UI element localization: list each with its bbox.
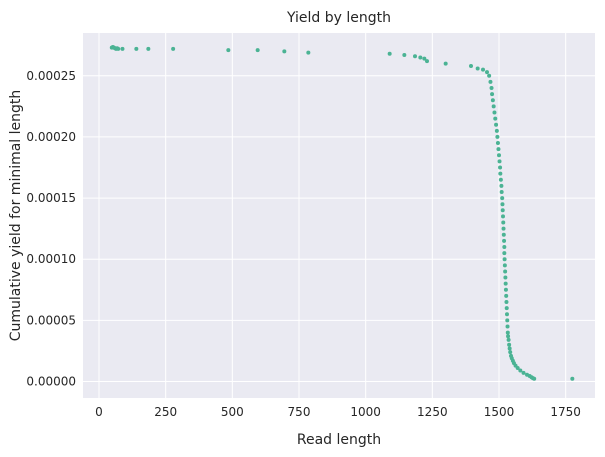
data-point <box>481 67 485 72</box>
data-point <box>515 366 520 371</box>
data-point <box>282 49 287 54</box>
data-point <box>504 300 509 305</box>
data-point <box>491 104 496 109</box>
data-point <box>475 66 480 71</box>
data-point <box>500 208 505 213</box>
data-point <box>504 306 509 311</box>
data-point <box>494 122 499 127</box>
grid <box>83 33 595 398</box>
data-point <box>497 153 501 158</box>
data-point <box>498 177 503 182</box>
data-point <box>495 141 500 146</box>
data-point <box>495 134 500 139</box>
data-point <box>469 64 473 69</box>
data-point <box>502 244 507 249</box>
data-point <box>402 53 407 58</box>
data-point <box>507 346 512 351</box>
data-point <box>493 116 498 121</box>
data-point <box>503 287 508 292</box>
data-point <box>500 196 505 201</box>
data-point <box>226 48 231 53</box>
data-point <box>501 232 506 237</box>
data-point <box>387 51 392 56</box>
data-point <box>490 92 495 97</box>
data-point <box>490 98 495 103</box>
data-point <box>492 110 497 115</box>
data-point <box>146 46 151 51</box>
x-tick-label: 750 <box>288 405 311 419</box>
x-tick-label: 0 <box>95 405 103 419</box>
x-tick-label: 500 <box>221 405 244 419</box>
data-point <box>116 46 121 51</box>
y-tick-label: 0.00000 <box>26 374 76 388</box>
x-tick-label: 1000 <box>350 405 381 419</box>
data-point <box>487 73 492 78</box>
y-tick-label: 0.00005 <box>26 313 76 327</box>
data-point <box>518 368 523 373</box>
data-point <box>499 189 504 194</box>
data-point <box>501 220 506 225</box>
data-point <box>489 86 494 91</box>
y-axis-ticks: 0.00000 0.00005 0.00010 0.00015 0.00020 0.000… <box>26 69 76 389</box>
data-point <box>503 281 508 286</box>
chart-title: Yield by length <box>286 10 391 26</box>
data-point <box>422 56 427 61</box>
data-point <box>505 324 510 329</box>
data-point <box>503 269 508 274</box>
data-point <box>134 46 139 51</box>
data-point <box>503 275 508 280</box>
y-tick-label: 0.00010 <box>26 252 76 266</box>
x-axis-label: Read length <box>297 432 381 448</box>
data-point <box>502 263 507 268</box>
data-point <box>485 70 489 75</box>
data-point <box>505 312 509 317</box>
data-point <box>502 238 507 243</box>
y-tick-label: 0.00015 <box>26 191 76 205</box>
data-point <box>500 202 505 207</box>
data-point <box>425 59 429 64</box>
data-point <box>497 159 502 164</box>
data-point <box>504 293 509 298</box>
plot-area <box>83 33 595 398</box>
data-point <box>570 376 575 381</box>
data-point <box>496 147 501 152</box>
data-point <box>494 128 499 133</box>
data-point <box>418 55 423 60</box>
data-point <box>443 61 448 66</box>
y-axis-label: Cumulative yield for minimal length <box>8 90 24 342</box>
data-point <box>498 165 503 170</box>
data-point <box>306 50 311 55</box>
data-point <box>502 251 507 256</box>
x-tick-label: 1250 <box>417 405 448 419</box>
data-points <box>109 45 575 381</box>
data-point <box>120 46 125 51</box>
data-point <box>499 183 504 188</box>
data-point <box>508 350 513 355</box>
data-point <box>505 318 510 323</box>
data-point <box>507 342 512 347</box>
x-axis-ticks: 0 250 500 750 1000 1250 1500 1750 <box>95 405 581 419</box>
x-tick-label: 250 <box>154 405 177 419</box>
data-point <box>498 171 503 176</box>
data-point <box>506 337 511 342</box>
data-point <box>501 214 505 219</box>
data-point <box>413 54 417 59</box>
data-point <box>255 48 260 53</box>
data-point <box>502 257 507 262</box>
x-tick-label: 1750 <box>550 405 581 419</box>
data-point <box>171 46 176 51</box>
x-tick-label: 1500 <box>484 405 515 419</box>
data-point <box>501 226 506 231</box>
y-tick-label: 0.00025 <box>26 69 76 83</box>
y-tick-label: 0.00020 <box>26 130 76 144</box>
data-point <box>488 79 493 84</box>
data-point <box>521 370 526 375</box>
data-point <box>505 330 510 335</box>
data-point <box>532 376 537 381</box>
data-point <box>506 334 511 339</box>
